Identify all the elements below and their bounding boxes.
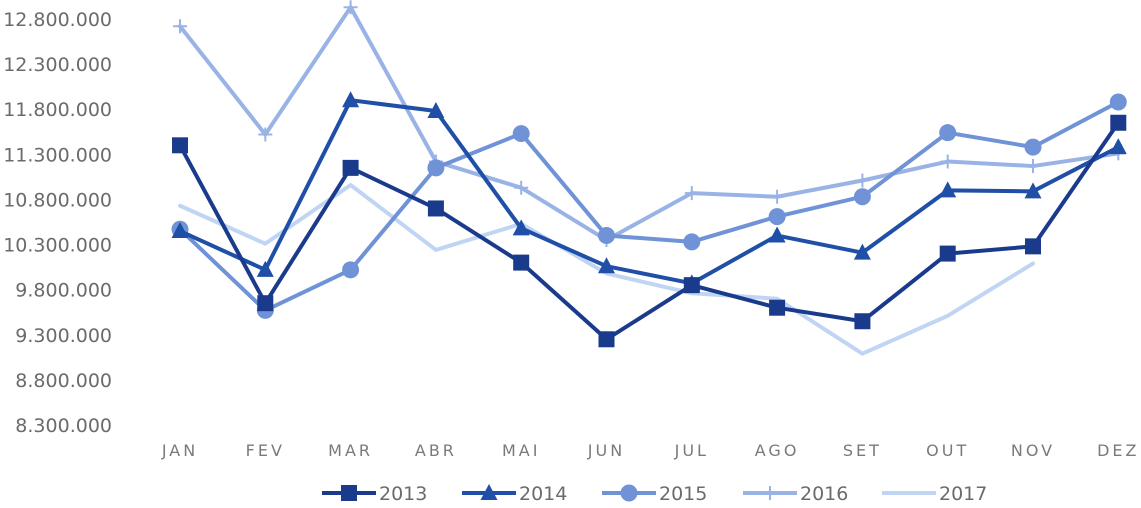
- legend-marker-2014: [480, 484, 498, 500]
- x-tick-label: JAN: [161, 441, 198, 460]
- series-line-2014: [178, 98, 1121, 286]
- x-tick-label: OUT: [926, 441, 969, 460]
- x-axis: JAN FEV MAR ABR MAI JUN JUL AGO SET OUT NOV DEZ: [161, 441, 1139, 460]
- data-point-2014-mai: [512, 219, 530, 236]
- y-tick-label: 10.300.000: [3, 235, 112, 257]
- data-point-2013-mar: [342, 159, 359, 176]
- y-tick-label: 11.800.000: [3, 99, 112, 121]
- data-point-2014-fev: [256, 260, 274, 277]
- series-2017: [178, 183, 1035, 356]
- y-tick-label: 8.800.000: [15, 370, 112, 392]
- y-tick-label: 9.300.000: [15, 325, 112, 347]
- series-line-2016: [178, 5, 1121, 243]
- data-point-2015-set: [853, 188, 871, 206]
- x-tick-label: DEZ: [1097, 441, 1139, 460]
- x-tick-label: AGO: [755, 441, 800, 460]
- legend-label: 2017: [939, 483, 987, 505]
- series-line-2013: [178, 120, 1121, 342]
- y-axis: 12.800.000 12.300.000 11.800.000 11.300.000…: [3, 9, 112, 437]
- legend-label: 2014: [519, 483, 567, 505]
- data-point-2016-set: [855, 173, 870, 188]
- legend-label: 2013: [379, 483, 427, 505]
- legend: 2013 2014 2015 2016 2017: [322, 483, 987, 505]
- data-point-2014-set: [853, 243, 871, 260]
- x-tick-label: MAI: [502, 441, 540, 460]
- data-point-2016-jan: [173, 19, 187, 34]
- data-point-2015-ago: [768, 208, 786, 226]
- data-point-2015-jun: [598, 227, 615, 245]
- x-tick-label: NOV: [1011, 441, 1055, 460]
- x-tick-label: FEV: [246, 441, 285, 460]
- data-point-2015-nov: [1024, 138, 1042, 156]
- data-point-2013-set: [854, 313, 871, 330]
- data-point-2016-nov: [1026, 159, 1040, 174]
- x-tick-label: SET: [843, 441, 882, 460]
- data-point-2016-mai: [514, 180, 529, 195]
- data-point-2013-ago: [769, 299, 786, 316]
- data-point-2016-out: [940, 154, 955, 169]
- data-point-2014-nov: [1024, 182, 1042, 199]
- y-tick-label: 8.300.000: [15, 415, 112, 437]
- y-tick-label: 11.300.000: [3, 144, 112, 166]
- y-tick-label: 12.800.000: [3, 9, 112, 31]
- data-point-2013-jun: [598, 331, 615, 348]
- data-point-2013-out: [939, 245, 956, 262]
- data-point-2015-mar: [342, 261, 360, 279]
- legend-item-2017: 2017: [882, 483, 987, 505]
- legend-item-2015: 2015: [602, 483, 707, 505]
- data-point-2015-mai: [512, 125, 530, 143]
- series-line-2015: [178, 100, 1121, 313]
- data-point-2016-mar: [343, 0, 358, 15]
- data-point-2014-mar: [342, 91, 360, 108]
- data-point-2013-mai: [513, 254, 530, 271]
- legend-item-2013: 2013: [322, 483, 427, 505]
- legend-marker-2015: [620, 484, 638, 502]
- data-point-2015-dez: [1109, 93, 1127, 111]
- data-point-2016-jul: [684, 186, 699, 201]
- legend-marker-2016: [763, 486, 777, 500]
- x-tick-label: JUL: [674, 441, 709, 460]
- x-tick-label: JUN: [587, 441, 625, 460]
- legend-label: 2016: [800, 483, 848, 505]
- y-tick-label: 12.300.000: [3, 54, 112, 76]
- legend-marker-2013: [341, 485, 357, 501]
- series-2014: [171, 91, 1127, 291]
- data-point-2013-dez: [1110, 114, 1127, 131]
- series-line-2017: [178, 183, 1035, 356]
- x-tick-label: MAR: [328, 441, 373, 460]
- x-tick-label: ABR: [415, 441, 457, 460]
- data-point-2013-fev: [257, 295, 274, 312]
- legend-item-2016: 2016: [743, 483, 848, 505]
- data-point-2016-ago: [770, 189, 785, 204]
- data-point-2014-jun: [598, 257, 615, 274]
- data-point-2014-abr: [427, 102, 445, 119]
- legend-item-2014: 2014: [462, 483, 567, 505]
- data-point-2014-jan: [171, 222, 189, 239]
- data-point-2013-jan: [172, 137, 188, 154]
- y-tick-label: 10.800.000: [3, 189, 112, 211]
- data-point-2013-nov: [1025, 238, 1041, 255]
- data-point-2015-out: [939, 124, 957, 142]
- data-point-2014-dez: [1109, 138, 1127, 155]
- data-point-2013-jul: [683, 277, 700, 294]
- data-point-2015-jul: [683, 233, 701, 251]
- series-layer: [171, 0, 1127, 356]
- legend-label: 2015: [659, 483, 707, 505]
- y-tick-label: 9.800.000: [15, 280, 112, 302]
- data-point-2014-ago: [768, 226, 786, 243]
- data-point-2016-fev: [258, 127, 273, 142]
- data-point-2015-abr: [427, 159, 445, 177]
- series-2013: [172, 114, 1127, 348]
- data-point-2013-abr: [427, 200, 444, 217]
- data-point-2014-out: [939, 181, 957, 198]
